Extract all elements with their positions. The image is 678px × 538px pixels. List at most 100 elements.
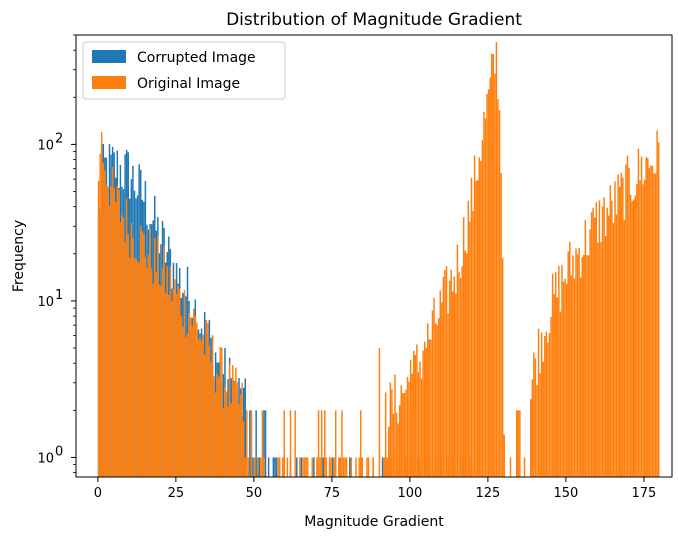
histogram-bar xyxy=(517,410,520,477)
histogram-bar xyxy=(637,148,640,478)
histogram-bar xyxy=(283,410,285,477)
histogram-bar xyxy=(547,342,549,477)
histogram-bar xyxy=(199,337,201,477)
histogram-bar xyxy=(442,276,445,477)
histogram-bar xyxy=(386,457,388,477)
histogram-bar xyxy=(565,283,568,477)
histogram-bar xyxy=(491,53,493,478)
histogram-bar xyxy=(104,170,106,477)
histogram-bar xyxy=(539,373,541,477)
histogram-bar xyxy=(147,254,150,477)
histogram-bar xyxy=(428,457,431,477)
histogram-bar xyxy=(604,235,607,477)
histogram-bar xyxy=(341,410,343,477)
legend-swatch-original xyxy=(92,76,126,89)
histogram-bar xyxy=(402,392,404,477)
histogram-bar xyxy=(160,285,162,477)
histogram-bar xyxy=(453,457,456,477)
histogram-bar xyxy=(484,118,487,478)
histogram-bar xyxy=(121,215,123,477)
histogram-bar xyxy=(647,158,649,478)
histogram-bar xyxy=(394,374,396,477)
histogram-bar xyxy=(146,267,148,477)
y-axis-label: Frequency xyxy=(11,220,27,292)
histogram-bar xyxy=(419,457,421,477)
histogram-bar xyxy=(185,337,187,477)
histogram-bar xyxy=(639,180,641,478)
histogram-bar xyxy=(242,421,245,477)
histogram-bar xyxy=(256,457,259,477)
histogram-bar xyxy=(219,347,222,477)
histogram-bar xyxy=(168,294,170,477)
histogram-bar xyxy=(384,392,387,477)
histogram-bar xyxy=(600,242,602,477)
histogram-bar xyxy=(155,272,158,477)
histogram-bar xyxy=(358,457,360,477)
histogram-bar xyxy=(129,257,131,477)
histogram-bar xyxy=(289,410,292,477)
histogram-bar xyxy=(489,77,491,477)
histogram-bar xyxy=(634,195,637,477)
histogram-bar xyxy=(417,372,420,477)
histogram-bar xyxy=(579,277,582,477)
histogram-bar xyxy=(420,378,423,477)
x-axis-label: Magnitude Gradient xyxy=(304,514,444,530)
histogram-bar xyxy=(448,280,451,477)
histogram-bar xyxy=(111,166,114,477)
x-tick-label: 25 xyxy=(168,486,185,501)
histogram-bar xyxy=(316,457,318,477)
histogram-bar xyxy=(258,457,261,477)
histogram-bar xyxy=(152,283,154,477)
histogram-bar xyxy=(398,405,401,477)
histogram-bar xyxy=(116,185,119,477)
histogram-bar xyxy=(124,241,126,477)
histogram-bar xyxy=(536,385,538,477)
histogram-bar xyxy=(328,457,331,477)
histogram-bar xyxy=(559,311,562,477)
histogram-bar xyxy=(397,423,399,477)
histogram-bar xyxy=(643,179,646,477)
histogram-bar xyxy=(433,297,435,477)
histogram-bar xyxy=(306,457,309,477)
histogram-bar xyxy=(405,389,407,477)
histogram-bar xyxy=(383,457,385,477)
histogram-bar xyxy=(208,345,211,477)
histogram-bar xyxy=(172,289,175,477)
x-tick-label: 175 xyxy=(632,486,657,501)
x-axis: 0 25 50 75 100 125 150 175 xyxy=(94,477,657,501)
histogram-bar xyxy=(110,186,112,477)
histogram-bar xyxy=(575,248,577,477)
histogram-bar xyxy=(344,457,346,477)
histogram-bar xyxy=(562,281,565,477)
histogram-bar xyxy=(653,173,655,477)
histogram-bar xyxy=(295,457,298,477)
histogram-bar xyxy=(300,457,303,477)
histogram-bar xyxy=(645,157,647,477)
histogram-bar xyxy=(182,326,184,477)
histogram-bar xyxy=(333,457,335,477)
histogram-bar xyxy=(462,457,465,477)
x-tick-label: 150 xyxy=(553,486,578,501)
histogram-bar xyxy=(592,207,594,478)
histogram-bar xyxy=(431,310,434,477)
histogram-bar xyxy=(197,339,200,477)
histogram-bar xyxy=(542,361,544,477)
histogram-bar xyxy=(481,140,484,477)
histogram-bar xyxy=(244,378,246,477)
histogram-bar xyxy=(413,457,415,477)
histogram-bar xyxy=(618,186,621,477)
histogram-bar xyxy=(531,379,534,477)
histogram-bar xyxy=(330,457,332,477)
histogram-bar xyxy=(278,457,281,477)
histogram-bar xyxy=(118,189,120,477)
histogram-bar xyxy=(626,155,629,477)
y-tick-label: 10 xyxy=(37,138,54,153)
histogram-bar xyxy=(194,316,197,477)
histogram-bar xyxy=(214,392,217,477)
histogram-bar xyxy=(427,323,429,477)
histogram-bar xyxy=(150,268,153,477)
histogram-bar xyxy=(239,394,242,477)
histogram-bar xyxy=(437,318,440,477)
histogram-bar xyxy=(154,237,156,477)
